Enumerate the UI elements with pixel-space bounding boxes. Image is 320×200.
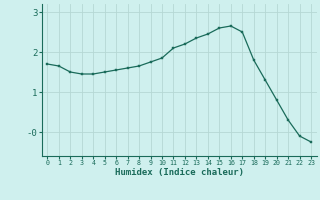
X-axis label: Humidex (Indice chaleur): Humidex (Indice chaleur) [115,168,244,177]
